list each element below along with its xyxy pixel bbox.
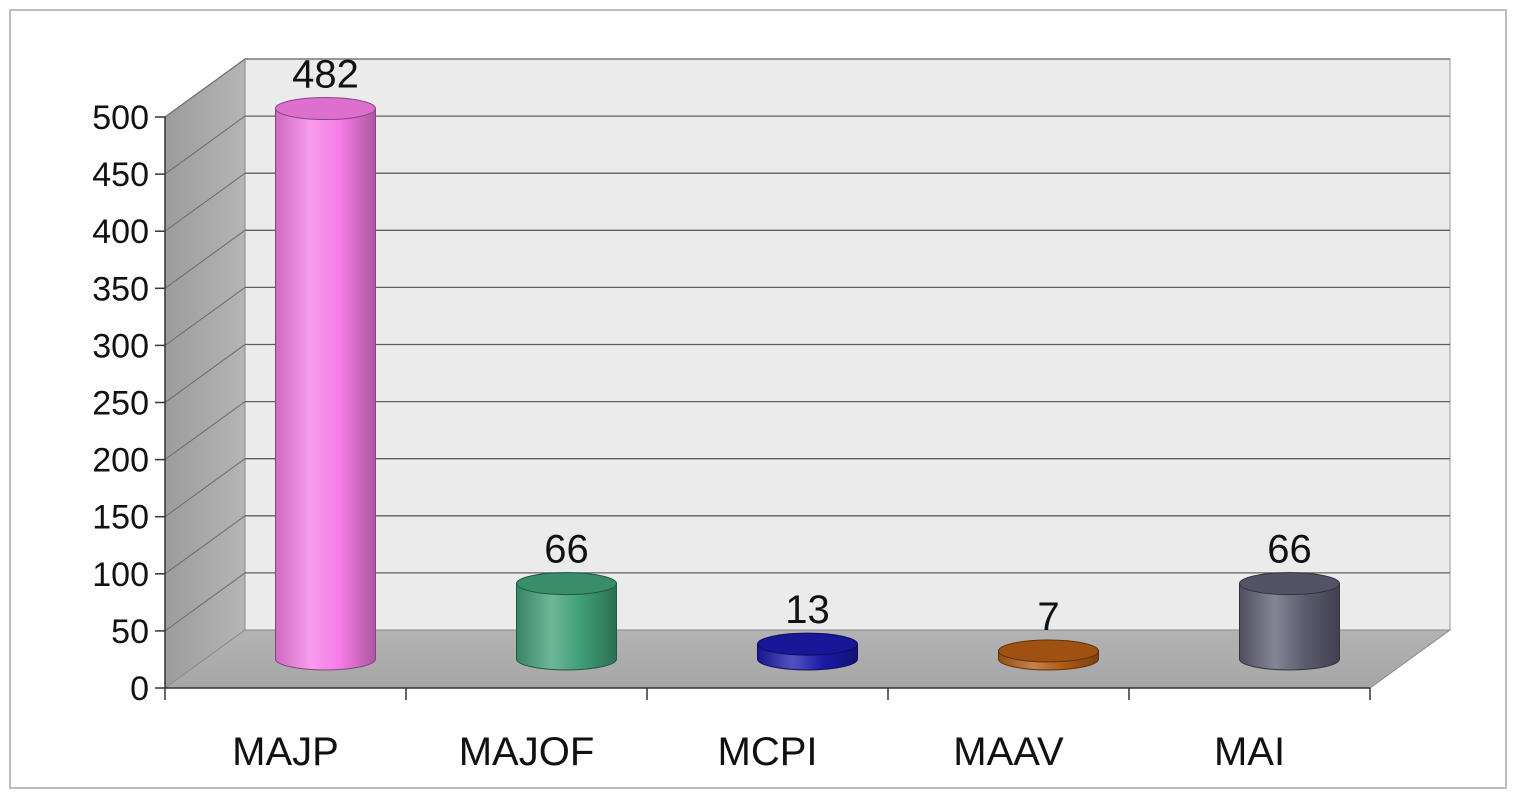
bar-top	[998, 639, 1099, 663]
gridline-side	[164, 515, 246, 575]
labels: 0 50 100 150 200 250 300 350 400 450 500 482 MAJP 66 M…	[92, 53, 1311, 774]
gridline-side	[164, 458, 246, 518]
data-label: 7	[1037, 595, 1059, 639]
bar-top	[275, 97, 376, 121]
gridline-side	[164, 115, 246, 175]
y-tick-label: 0	[130, 670, 149, 708]
gridline-side	[164, 344, 246, 403]
y-tick-label: 200	[92, 442, 149, 480]
y-tick-label: 500	[92, 99, 149, 137]
bar-top	[757, 632, 858, 656]
y-tick-label: 300	[92, 327, 149, 365]
bar-majof	[516, 572, 617, 671]
x-tick-label: MAJP	[232, 730, 339, 774]
bar-mcpi	[757, 632, 858, 671]
y-tick-label: 250	[92, 385, 149, 423]
bar-majp	[275, 97, 376, 671]
data-label: 66	[544, 528, 589, 572]
bars	[275, 97, 1340, 671]
bar-maav	[998, 639, 1099, 671]
x-tick-label: MCPI	[718, 730, 818, 774]
data-label: 13	[785, 588, 830, 632]
gridline-side	[164, 58, 246, 118]
bar-mai	[1239, 572, 1340, 671]
bar-body	[1239, 583, 1340, 671]
gridline-side	[164, 286, 246, 346]
gridline-side	[164, 172, 246, 232]
gridline-side	[164, 572, 246, 632]
y-tick-label: 350	[92, 270, 149, 308]
gridline-side	[164, 401, 246, 461]
data-label: 482	[292, 53, 359, 97]
y-tick-label: 400	[92, 213, 149, 251]
axes	[155, 116, 1371, 700]
gridlines	[164, 58, 1450, 632]
y-tick-label: 100	[92, 556, 149, 594]
bar-body	[516, 583, 617, 671]
bar-body	[275, 108, 376, 671]
x-tick-label: MAAV	[953, 730, 1064, 774]
data-label: 66	[1267, 528, 1312, 572]
bar-top	[516, 572, 617, 596]
x-tick-label: MAI	[1214, 730, 1285, 774]
bar-top	[1239, 572, 1340, 596]
y-tick-label: 150	[92, 499, 149, 537]
y-tick-label: 50	[111, 613, 149, 651]
x-tick-label: MAJOF	[459, 730, 595, 774]
y-tick-label: 450	[92, 156, 149, 194]
gridline-side	[164, 229, 246, 289]
